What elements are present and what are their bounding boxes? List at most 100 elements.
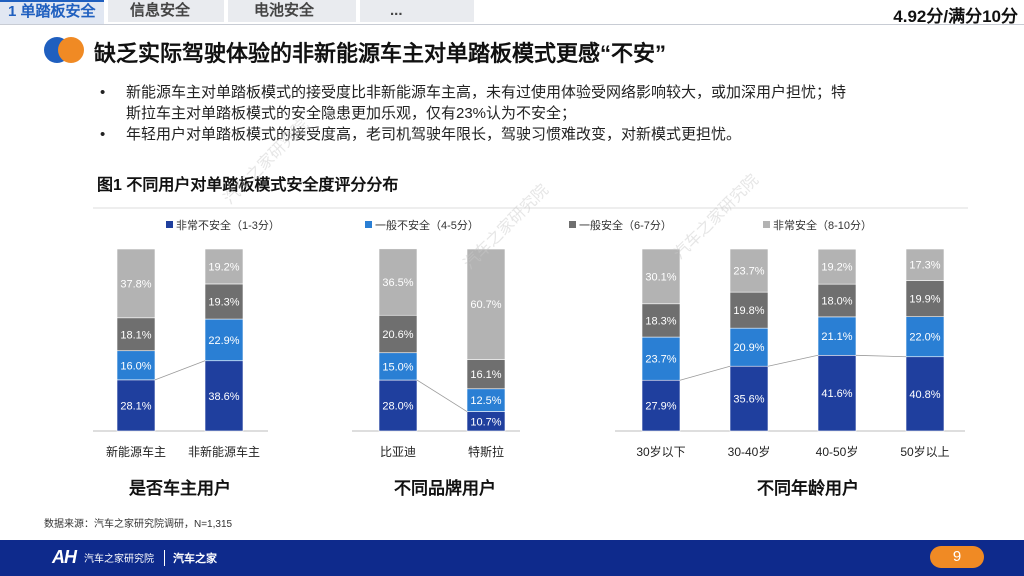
data-label: 18.1% xyxy=(120,329,151,341)
bullet-item: • 新能源车主对单踏板模式的接受度比非新能源车主高，未有过使用体验受网络影响较大… xyxy=(100,82,970,124)
trend-connector xyxy=(855,354,907,358)
data-label: 36.5% xyxy=(382,277,413,289)
figure-title: 图1 不同用户对单踏板模式安全度评分分布 xyxy=(97,177,399,194)
data-label: 37.8% xyxy=(120,278,151,290)
tab-single-pedal-safety[interactable]: 1 单踏板安全 xyxy=(0,0,104,24)
page-headline: 缺乏实际驾驶体验的非新能源车主对单踏板模式更感“不安” xyxy=(94,41,667,66)
bar-segment xyxy=(641,248,681,305)
header-divider xyxy=(0,24,1024,25)
data-label: 20.9% xyxy=(733,342,764,354)
bar-segment xyxy=(817,283,857,318)
bar-segment xyxy=(116,248,156,319)
bar-segment xyxy=(729,365,769,432)
bullet-text-line: 新能源车主对单踏板模式的接受度比非新能源车主高，未有过使用体验受网络影响较大，或… xyxy=(126,84,847,101)
bar-segment xyxy=(905,356,945,432)
data-label: 21.1% xyxy=(821,331,852,343)
bar-segment xyxy=(204,248,244,285)
data-label: 40.8% xyxy=(909,389,940,401)
bar-segment xyxy=(378,248,418,316)
logo-divider xyxy=(164,549,165,566)
legend-label: 非常安全（8-10分） xyxy=(773,218,872,232)
data-label: 23.7% xyxy=(733,266,764,278)
data-label: 15.0% xyxy=(382,361,413,373)
bar-segment xyxy=(905,316,945,358)
data-label: 38.6% xyxy=(208,391,239,403)
logo-mark: AH xyxy=(52,547,77,567)
tab-information-security[interactable]: 信息安全 xyxy=(108,0,224,22)
bar-segment xyxy=(116,317,156,352)
bar-segment xyxy=(466,248,506,360)
bullet-dot: • xyxy=(100,126,106,143)
data-label: 35.6% xyxy=(733,394,764,406)
data-label: 30.1% xyxy=(645,271,676,283)
data-label: 23.7% xyxy=(645,354,676,366)
tab-battery-safety[interactable]: 电池安全 xyxy=(228,0,356,22)
bullet-text-line: 斯拉车主对单踏板模式的安全隐患更加乐观，仅有23%认为不安全； xyxy=(126,105,577,122)
category-label: 比亚迪 xyxy=(380,445,416,459)
legend-label: 一般不安全（4-5分） xyxy=(375,218,479,232)
bullet-item: • 年轻用户对单踏板模式的接受度高，老司机驾驶年限长，驾驶习惯难改变，对新模式更… xyxy=(100,124,970,145)
category-label: 40-50岁 xyxy=(816,444,859,459)
bullet-text-line: 年轻用户对单踏板模式的接受度高，老司机驾驶年限长，驾驶习惯难改变，对新模式更担忧… xyxy=(126,126,742,143)
group-title: 不同品牌用户 xyxy=(394,478,496,498)
page-number: 9 xyxy=(930,546,984,568)
data-label: 19.2% xyxy=(821,262,852,274)
data-label: 22.0% xyxy=(909,332,940,344)
bar-segment xyxy=(204,318,244,362)
bar-segment xyxy=(378,352,418,381)
legend-swatch xyxy=(569,221,576,228)
data-label: 19.2% xyxy=(208,261,239,273)
watermark-text: 汽车之家研究院 xyxy=(220,116,312,208)
data-label: 19.9% xyxy=(909,294,940,306)
logo-text: 汽车之家研究院 xyxy=(84,554,154,565)
legend-label: 一般安全（6-7分） xyxy=(579,218,672,232)
data-label: 60.7% xyxy=(470,299,501,311)
data-label: 22.9% xyxy=(208,335,239,347)
category-label: 50岁以上 xyxy=(900,444,949,459)
data-label: 16.0% xyxy=(120,360,151,372)
data-label: 41.6% xyxy=(821,388,852,400)
legend-swatch xyxy=(763,221,770,228)
data-label: 17.3% xyxy=(909,260,940,272)
bar-segment xyxy=(641,303,681,338)
bar-segment xyxy=(817,316,857,356)
tab-more[interactable]: ... xyxy=(360,0,474,22)
bar-segment xyxy=(641,379,681,432)
group-title: 是否车主用户 xyxy=(129,478,231,498)
data-label: 16.1% xyxy=(470,369,501,381)
data-label: 12.5% xyxy=(470,395,501,407)
data-label: 19.3% xyxy=(208,297,239,309)
bullet-dot: • xyxy=(100,84,106,101)
data-source-note: 数据来源：汽车之家研究院调研，N=1,315 xyxy=(44,519,233,530)
footer-bar xyxy=(0,540,1024,576)
bar-segment xyxy=(116,350,156,381)
group-title: 不同年龄用户 xyxy=(757,478,859,498)
trend-connector xyxy=(767,354,819,367)
data-label: 20.6% xyxy=(382,329,413,341)
data-label: 18.0% xyxy=(821,296,852,308)
bar-segment xyxy=(116,379,156,432)
bar-segment xyxy=(729,327,769,367)
category-label: 30-40岁 xyxy=(728,444,771,459)
data-label: 19.8% xyxy=(733,305,764,317)
category-label: 非新能源车主 xyxy=(188,444,260,459)
data-label: 10.7% xyxy=(470,416,501,428)
bar-segment xyxy=(817,248,857,285)
trend-connector xyxy=(154,360,206,381)
bar-segment xyxy=(729,248,769,293)
trend-connector xyxy=(416,379,468,412)
bar-segment xyxy=(905,248,945,281)
data-label: 27.9% xyxy=(645,401,676,413)
brand-logo: AH 汽车之家研究院 汽车之家 xyxy=(52,547,217,568)
bar-segment xyxy=(204,283,244,320)
data-label: 18.3% xyxy=(645,315,676,327)
section-tabs: 1 单踏板安全 信息安全 电池安全 ... xyxy=(0,0,478,24)
category-label: 特斯拉 xyxy=(468,444,504,459)
data-label: 28.1% xyxy=(120,400,151,412)
legend-swatch xyxy=(166,221,173,228)
legend-swatch xyxy=(365,221,372,228)
bar-segment xyxy=(204,360,244,432)
bullet-list: • 新能源车主对单踏板模式的接受度比非新能源车主高，未有过使用体验受网络影响较大… xyxy=(100,82,970,145)
trend-connector xyxy=(679,365,731,381)
score-label: 4.92分/满分10分 xyxy=(893,7,1018,26)
